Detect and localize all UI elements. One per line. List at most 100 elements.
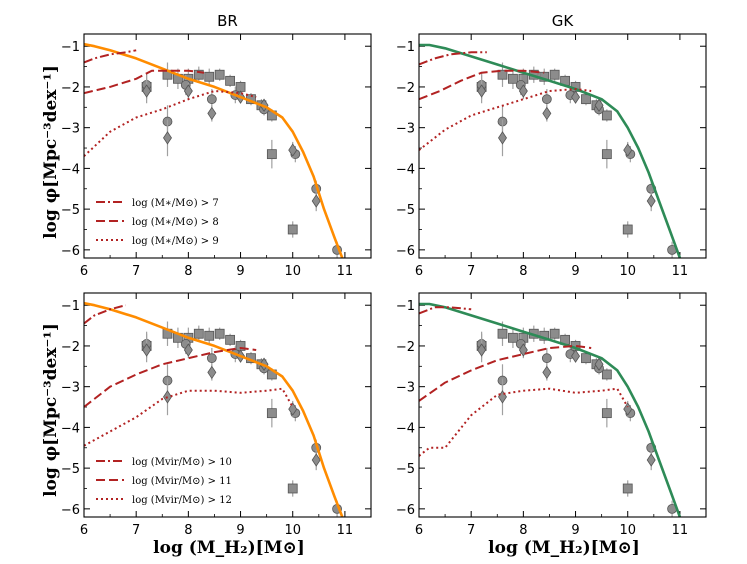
- panel-2: GK 6 7 8 9 10 11 −1 −2 −3 −4 −5 −6: [396, 12, 707, 279]
- obs-diamond-point: [623, 402, 633, 416]
- x-tick-label: 7: [132, 523, 140, 538]
- x-tick-label: 8: [519, 523, 527, 538]
- obs-square-point: [204, 71, 215, 82]
- obs-diamond-point: [477, 343, 487, 357]
- y-tick-label: −1: [61, 299, 80, 314]
- obs-diamond-point: [646, 194, 656, 208]
- plot-area: [419, 302, 682, 517]
- obs-square-point: [508, 73, 518, 84]
- y-tick-label: −2: [396, 81, 415, 96]
- y-tick-label: −5: [61, 462, 80, 477]
- y-tick-label: −2: [61, 81, 80, 96]
- x-tick-label: 11: [337, 264, 354, 279]
- y-tick-label: −5: [396, 462, 415, 477]
- series-line-dotted: [419, 88, 592, 151]
- panel-1: BR 6 7 8 9 10 11 −1 −2 −3 −4 −5 −6 log (M∗/M⊙) > 7 log…: [61, 12, 372, 279]
- obs-square-point: [601, 369, 612, 380]
- plot-area: [419, 43, 682, 258]
- obs-diamond-point: [142, 343, 152, 357]
- panel-frame: [83, 292, 372, 518]
- obs-diamond-point: [646, 453, 656, 467]
- obs-circle-point: [541, 353, 552, 364]
- obs-diamond-point: [183, 84, 193, 98]
- series-line-dotted: [84, 387, 294, 447]
- x-tick-label: 10: [284, 523, 301, 538]
- x-tick-label: 7: [132, 264, 140, 279]
- obs-square-point: [287, 224, 298, 235]
- series-line-dashdot: [84, 304, 126, 325]
- obs-square-point: [204, 330, 215, 341]
- obs-square-point: [581, 94, 591, 105]
- obs-diamond-point: [623, 143, 633, 157]
- plot-area: [84, 42, 344, 258]
- obs-square-point: [622, 224, 633, 235]
- obs-diamond-point: [311, 453, 321, 467]
- legend-label: log (M∗/M⊙) > 7: [132, 198, 219, 209]
- series-line-dashed: [419, 69, 545, 101]
- y-tick-label: −6: [61, 244, 80, 259]
- x-tick-label: 11: [672, 264, 689, 279]
- series-line-dashdot: [84, 49, 137, 64]
- y-tick-label: −3: [396, 381, 415, 396]
- x-tick-label: 11: [672, 523, 689, 538]
- panel-frame: [418, 33, 707, 259]
- obs-square-point: [601, 110, 612, 121]
- x-tick-label: 8: [184, 264, 192, 279]
- y-tick-label: −5: [61, 203, 80, 218]
- y-tick-label: −6: [396, 244, 415, 259]
- y-tick-label: −4: [61, 421, 80, 436]
- obs-diamond-point: [518, 84, 528, 98]
- x-tick-label: 9: [236, 523, 244, 538]
- obs-square-point: [214, 328, 225, 339]
- y-tick-label: −4: [61, 162, 80, 177]
- x-tick-label: 10: [284, 264, 301, 279]
- y-tick-label: −1: [61, 40, 80, 55]
- x-tick-label: 7: [467, 523, 475, 538]
- x-tick-label: 7: [467, 264, 475, 279]
- y-tick-label: −2: [61, 340, 80, 355]
- y-tick-label: −3: [396, 122, 415, 137]
- obs-circle-point: [541, 94, 552, 105]
- obs-square-point: [225, 334, 236, 345]
- legend-label: log (M∗/M⊙) > 8: [132, 217, 219, 228]
- x-tick-label: 6: [80, 264, 88, 279]
- obs-circle-point: [206, 353, 217, 364]
- obs-square-point: [622, 483, 633, 494]
- xlabel-right: log (M_H₂)[M⊙]: [488, 538, 640, 558]
- panel-3: 6 7 8 9 10 11 −1 −2 −3 −4 −5 −6 log (Mvir/M⊙) > 10 lo…: [61, 292, 372, 538]
- obs-diamond-point: [207, 365, 217, 380]
- obs-diamond-point: [594, 357, 604, 371]
- series-line-solid: [419, 43, 682, 258]
- obs-square-point: [497, 69, 508, 80]
- obs-square-point: [581, 353, 591, 364]
- y-tick-label: −3: [61, 381, 80, 396]
- series-line-solid: [419, 302, 682, 517]
- series-line-solid: [84, 42, 344, 258]
- obs-diamond-point: [288, 402, 298, 416]
- x-tick-label: 6: [415, 264, 423, 279]
- y-tick-label: −5: [396, 203, 415, 218]
- y-tick-label: −1: [396, 299, 415, 314]
- x-tick-label: 10: [619, 523, 636, 538]
- y-tick-label: −3: [61, 122, 80, 137]
- x-tick-label: 6: [415, 523, 423, 538]
- x-tick-label: 10: [619, 264, 636, 279]
- series-line-dotted: [84, 90, 257, 157]
- y-tick-label: −4: [396, 421, 415, 436]
- obs-diamond-point: [311, 194, 321, 208]
- obs-square-point: [287, 483, 298, 494]
- obs-square-point: [508, 332, 518, 343]
- series-line-dashed: [419, 344, 592, 402]
- obs-square-point: [549, 328, 560, 339]
- obs-diamond-point: [163, 131, 172, 145]
- obs-diamond-point: [207, 106, 217, 121]
- x-tick-label: 9: [236, 264, 244, 279]
- obs-diamond-point: [594, 98, 604, 112]
- obs-diamond-point: [542, 365, 552, 380]
- obs-square-point: [266, 408, 277, 419]
- ylabel-bottom: log φ[Mpc⁻³dex⁻¹]: [41, 323, 61, 497]
- y-tick-label: −4: [396, 162, 415, 177]
- obs-diamond-point: [183, 343, 193, 357]
- obs-square-point: [214, 69, 225, 80]
